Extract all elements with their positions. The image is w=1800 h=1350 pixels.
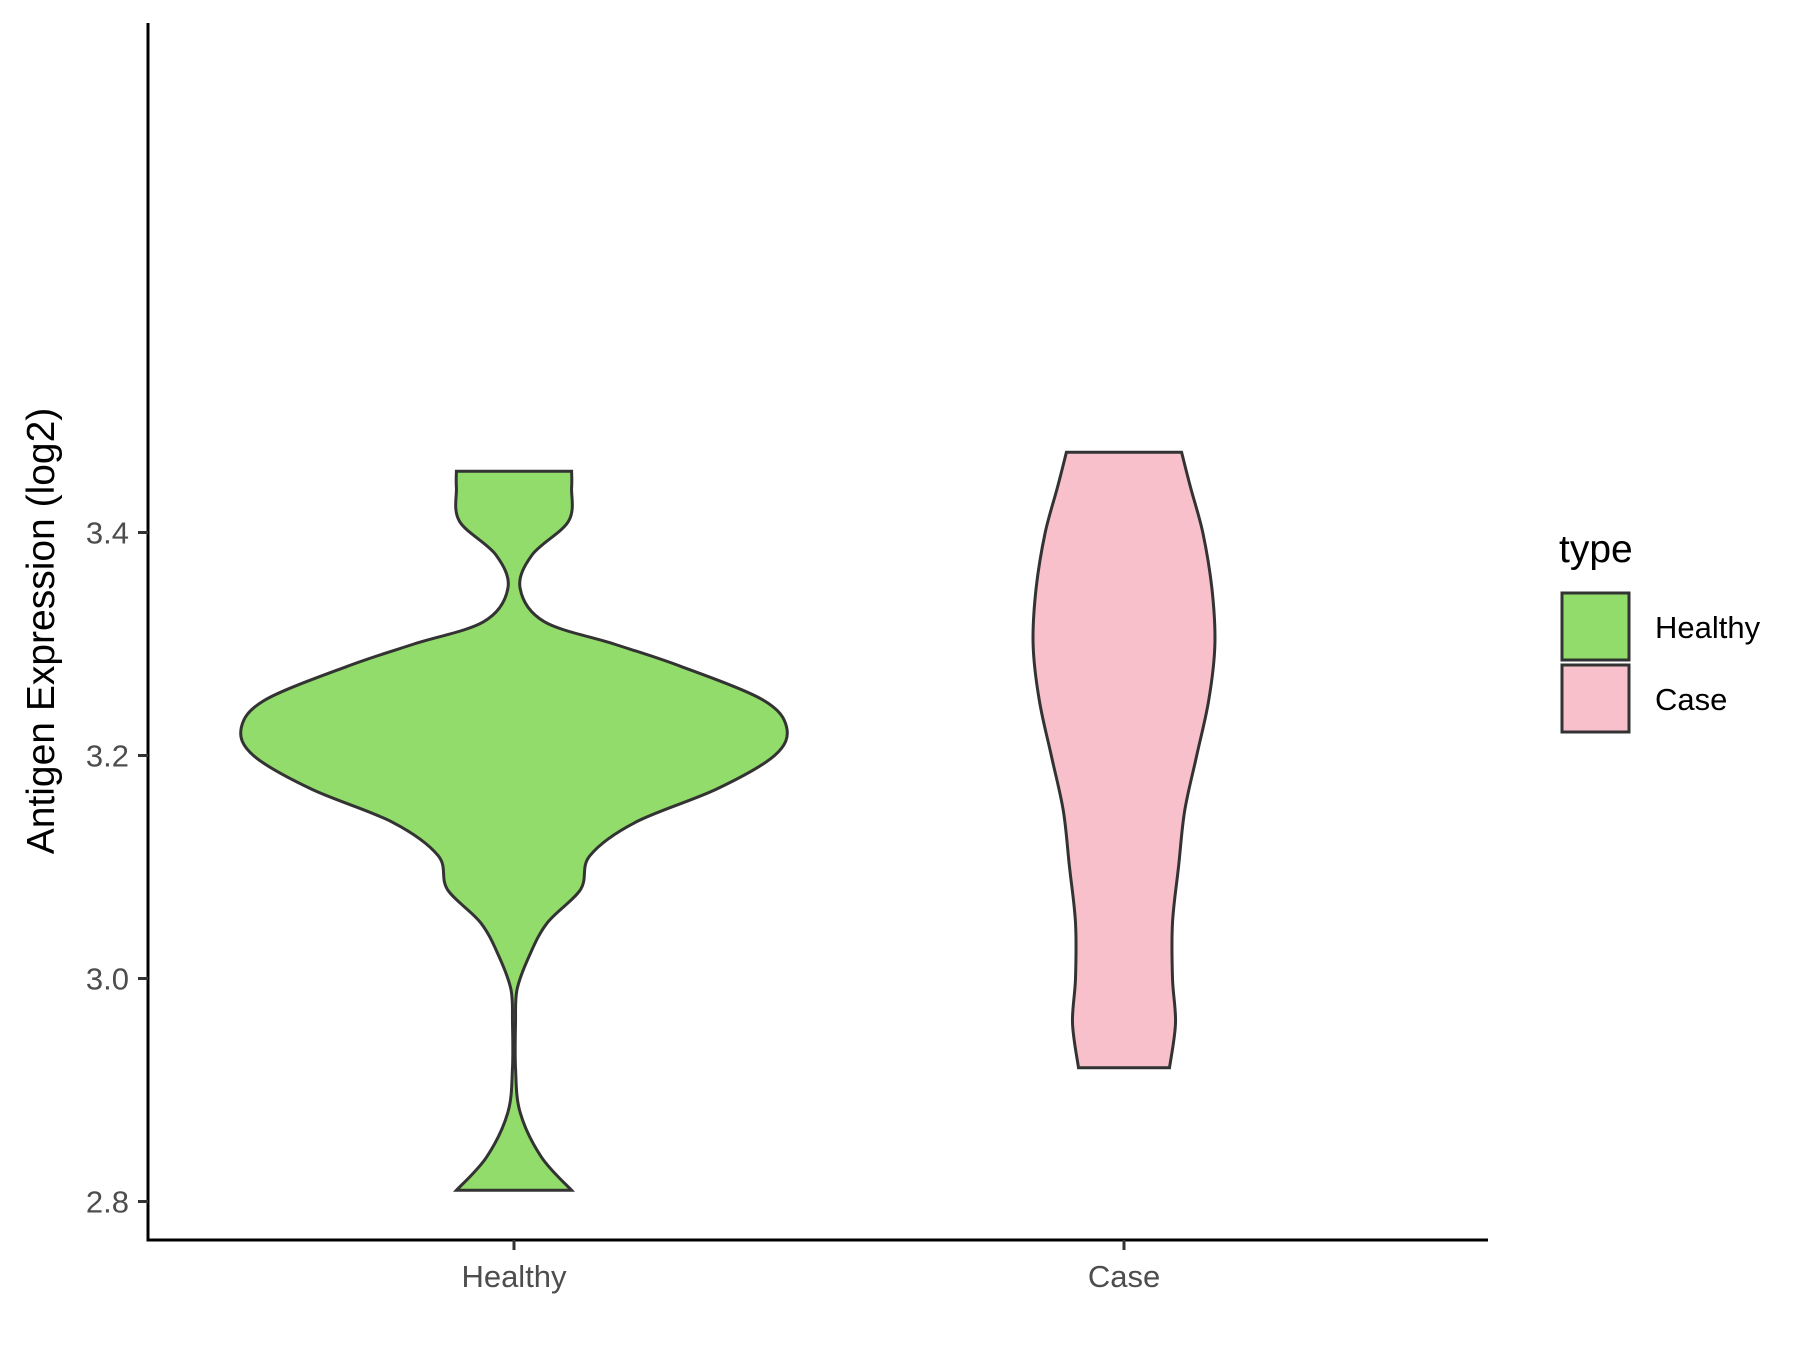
legend-key-healthy bbox=[1560, 591, 1631, 662]
x-tick-label: Healthy bbox=[461, 1259, 567, 1294]
y-ticks: 2.8 3.0 3.2 3.4 bbox=[86, 516, 148, 1220]
y-tick-label: 3.4 bbox=[86, 516, 129, 551]
legend-label-healthy: Healthy bbox=[1655, 610, 1761, 645]
violin-case bbox=[1031, 450, 1217, 1070]
y-axis-title: Antigen Expression (log2) bbox=[20, 408, 63, 855]
y-tick-label: 3.2 bbox=[86, 739, 129, 774]
x-ticks: Healthy Case bbox=[461, 1240, 1160, 1294]
legend-key-case bbox=[1560, 663, 1631, 734]
y-tick-label: 3.0 bbox=[86, 962, 129, 997]
legend-items: Healthy Case bbox=[1560, 591, 1761, 734]
y-tick-label: 2.8 bbox=[86, 1185, 129, 1220]
legend: type Healthy Case bbox=[1559, 528, 1761, 734]
violin-layer bbox=[239, 450, 1217, 1192]
legend-label-case: Case bbox=[1655, 682, 1727, 717]
x-tick-label: Case bbox=[1088, 1259, 1160, 1294]
violin-healthy bbox=[239, 469, 789, 1192]
legend-title: type bbox=[1559, 528, 1633, 571]
axes bbox=[146, 23, 1488, 1242]
